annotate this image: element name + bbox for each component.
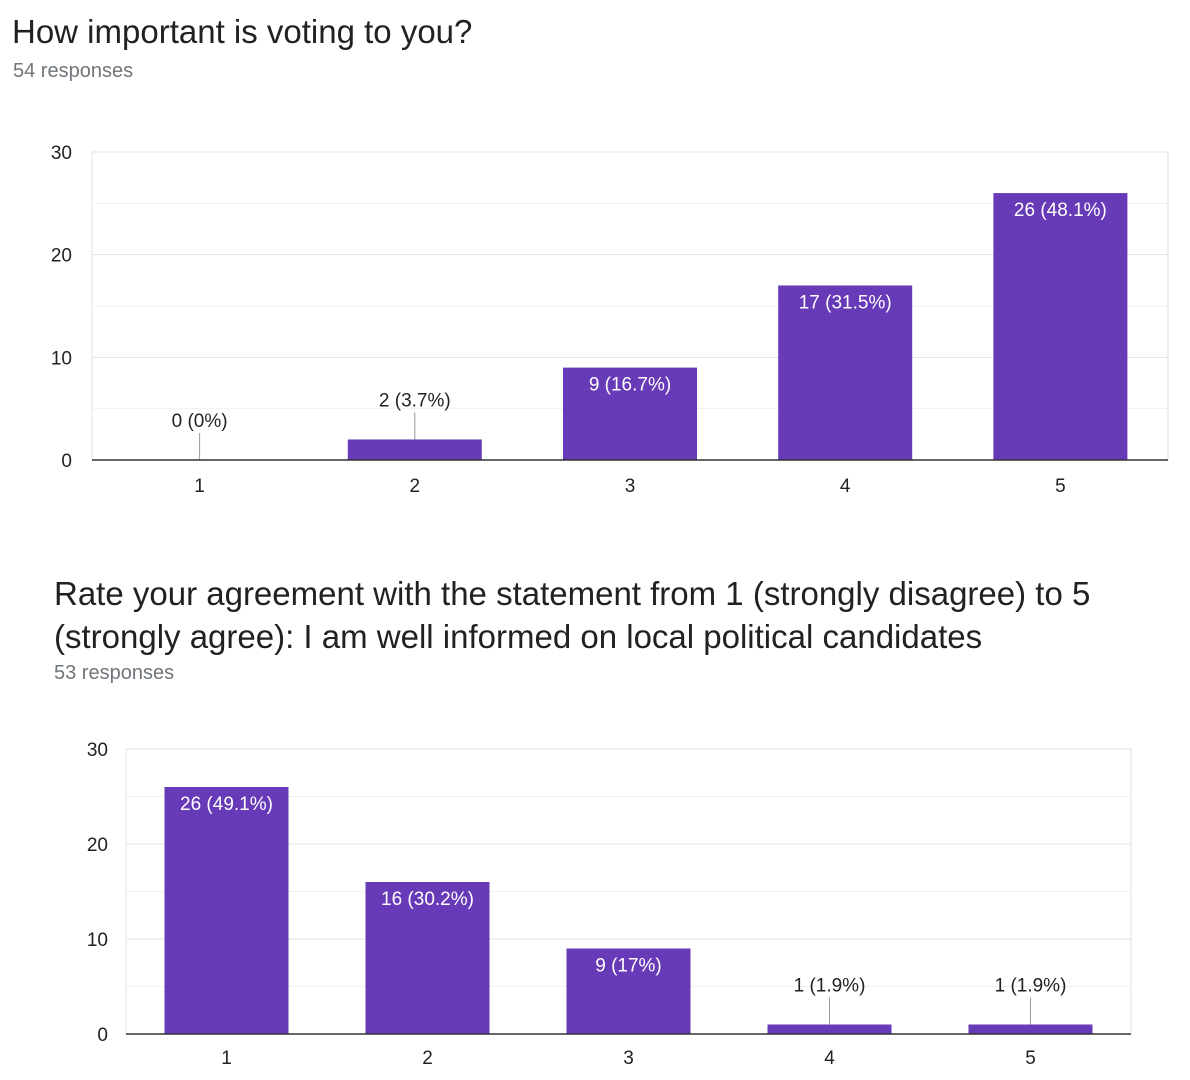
y-tick-label: 20 [87, 835, 108, 856]
bar [968, 1024, 1093, 1034]
x-tick-label: 2 [410, 476, 421, 497]
x-tick-label: 5 [1025, 1048, 1036, 1069]
bar [566, 948, 691, 1034]
bar-value-label: 26 (49.1%) [180, 794, 273, 815]
bar-value-label: 0 (0%) [172, 411, 228, 432]
bar-value-label: 9 (17%) [595, 956, 662, 977]
x-tick-label: 4 [824, 1048, 835, 1069]
bar [767, 1024, 892, 1034]
x-tick-label: 4 [840, 476, 851, 497]
x-tick-label: 5 [1055, 476, 1066, 497]
x-tick-label: 2 [422, 1048, 433, 1069]
bar-value-label: 26 (48.1%) [1014, 200, 1107, 221]
y-tick-label: 30 [51, 143, 72, 164]
bar-value-label: 16 (30.2%) [381, 889, 474, 910]
x-tick-label: 1 [221, 1048, 232, 1069]
response-count: 53 responses [54, 662, 175, 684]
bar [347, 439, 482, 460]
bar-value-label: 1 (1.9%) [794, 976, 866, 997]
question-title: Rate your agreement with the statement f… [54, 575, 1091, 655]
bar-value-label: 1 (1.9%) [995, 976, 1067, 997]
bar [778, 285, 913, 460]
bar-value-label: 17 (31.5%) [799, 292, 892, 313]
y-tick-label: 0 [97, 1025, 108, 1046]
response-count: 54 responses [13, 60, 134, 82]
bar [563, 367, 697, 460]
y-tick-label: 10 [87, 930, 108, 951]
bar-value-label: 2 (3.7%) [379, 390, 451, 411]
question-panel-2: Rate your agreement with the statement f… [0, 540, 1190, 1080]
y-tick-label: 30 [87, 740, 108, 761]
question-panel-1: How important is voting to you? 54 respo… [12, 13, 1169, 497]
bar-chart: 0 10 20 30 26 (49.1%) 1 16 (30.2%) 2 9 (17%) 3 1 (… [87, 740, 1132, 1069]
bar-chart: 0 10 20 30 0 (0%) 1 2 (3.7%) 2 9 (16.7%) 3 17 (31.… [51, 143, 1169, 497]
bar [993, 193, 1128, 461]
bar [365, 882, 490, 1034]
bar [164, 787, 289, 1034]
y-tick-label: 0 [61, 451, 72, 472]
x-tick-label: 3 [623, 1048, 634, 1069]
x-tick-label: 3 [625, 476, 636, 497]
question-title: How important is voting to you? [12, 13, 473, 50]
y-tick-label: 20 [51, 246, 72, 267]
y-tick-label: 10 [51, 348, 72, 369]
x-tick-label: 1 [194, 476, 205, 497]
bar-value-label: 9 (16.7%) [589, 375, 671, 396]
